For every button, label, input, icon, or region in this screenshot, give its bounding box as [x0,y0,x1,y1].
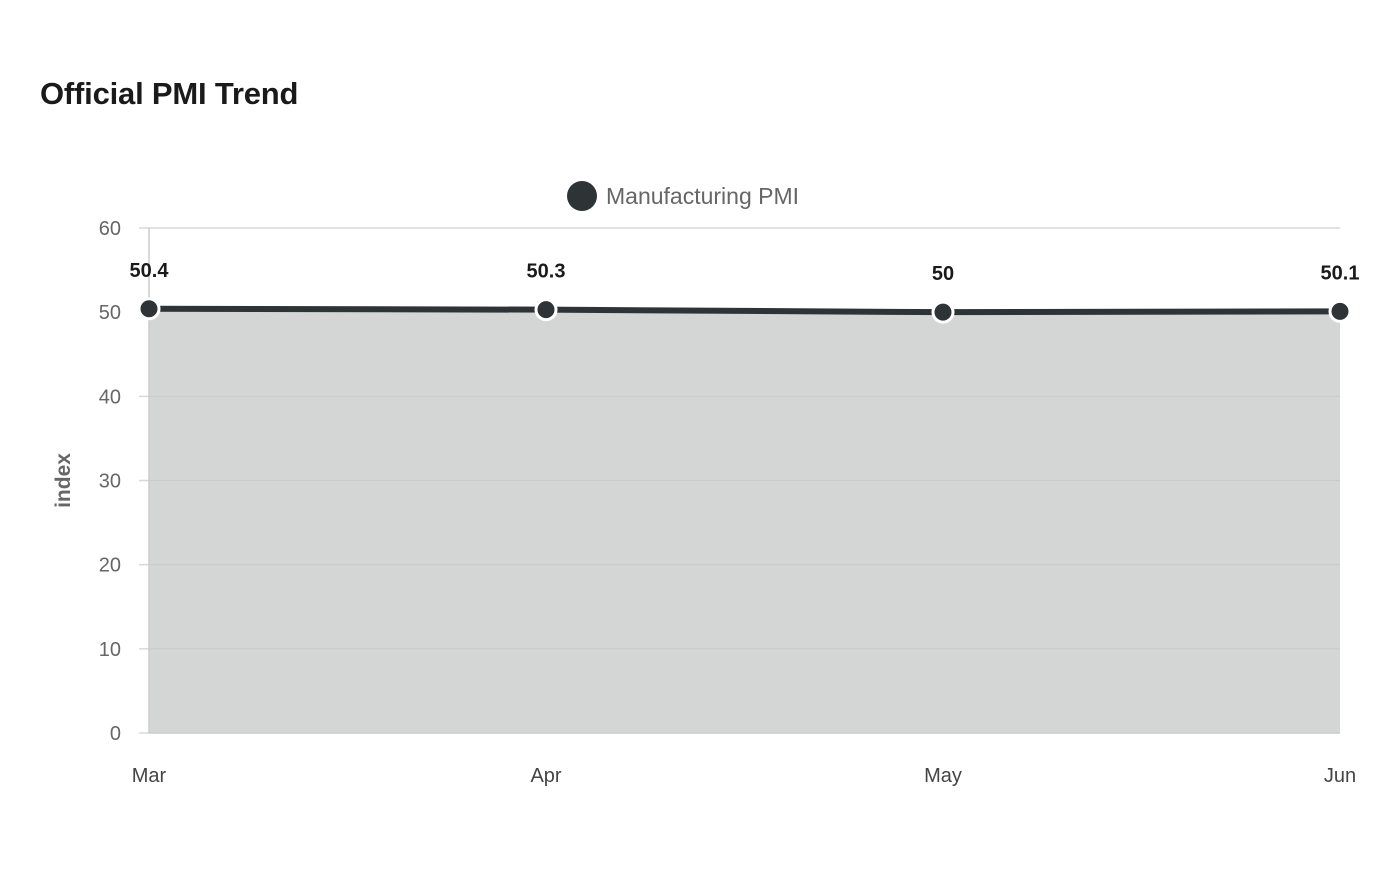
x-tick-label: Mar [132,765,167,787]
series-line [146,305,1343,316]
y-tick-label: 10 [99,639,121,661]
x-tick-label: Jun [1324,765,1356,787]
y-tick-label: 20 [99,555,121,577]
legend-label: Manufacturing PMI [606,183,799,209]
y-tick-label: 0 [110,723,121,745]
label-layer: 50.4 50.3 50 50.1 [130,260,1360,285]
x-tick-label: May [924,765,962,787]
y-tick-label: 40 [99,386,121,408]
data-label: 50.3 [527,261,566,283]
x-tick-label: Apr [530,765,561,787]
data-point [534,298,558,322]
axis-layer: 0 10 20 30 40 50 60 index Mar Apr May Jun [52,218,1356,787]
data-point [931,300,955,324]
legend-marker [567,181,597,211]
data-point [1328,299,1352,323]
series-area [149,308,1340,733]
y-tick-label: 60 [99,218,121,240]
data-label: 50.4 [130,260,170,282]
marker-layer [137,297,1352,324]
area-layer [149,308,1340,734]
legend[interactable]: Manufacturing PMI [567,181,799,211]
data-label: 50.1 [1321,262,1360,284]
y-tick-label: 50 [99,302,121,324]
y-axis-title: index [52,453,75,508]
data-label: 50 [932,263,954,285]
data-point [137,297,161,321]
y-tick-label: 30 [99,471,121,493]
chart-title: Official PMI Trend [40,76,299,111]
line-layer [146,305,1343,316]
